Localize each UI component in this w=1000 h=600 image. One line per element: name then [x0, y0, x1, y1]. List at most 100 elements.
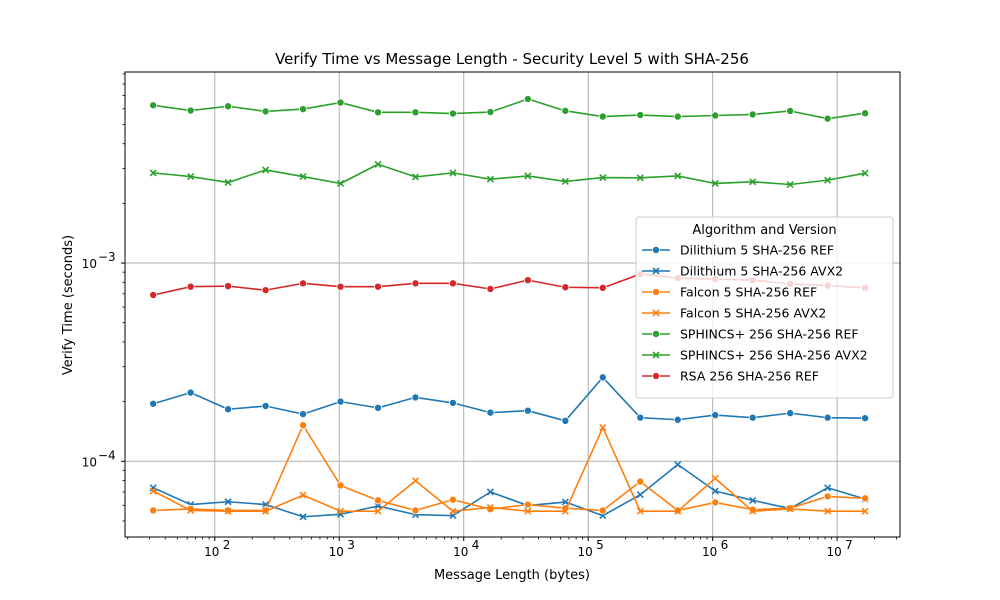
data-point [262, 166, 270, 174]
legend-box [635, 216, 894, 399]
data-point [486, 284, 495, 293]
legend-label: Dilithium 5 SHA-256 AVX2 [680, 264, 843, 279]
data-point [299, 105, 308, 114]
x-tick-label: 10 [453, 545, 468, 559]
data-point [149, 101, 158, 110]
x-tick-label-exponent: 6 [721, 538, 729, 552]
data-point [374, 160, 382, 168]
series-0 [149, 373, 870, 425]
data-point [299, 421, 308, 430]
data-point [524, 172, 532, 180]
y-tick-label-exponent: −4 [98, 448, 116, 462]
series-3 [149, 423, 869, 515]
data-point [486, 408, 495, 417]
data-point [673, 415, 682, 424]
data-point [823, 492, 832, 501]
data-point [598, 112, 607, 121]
data-point [748, 110, 757, 119]
data-point [523, 500, 532, 509]
x-tick-label: 10 [329, 545, 344, 559]
legend-entry: SPHINCS+ 256 SHA-256 AVX2 [642, 348, 868, 363]
data-point [561, 416, 570, 425]
data-point [749, 496, 757, 504]
data-point [561, 177, 569, 186]
legend-label: Falcon 5 SHA-256 REF [680, 285, 817, 300]
legend-label: SPHINCS+ 256 SHA-256 AVX2 [680, 348, 868, 363]
data-point [711, 498, 720, 507]
data-point [299, 279, 308, 288]
data-point [336, 179, 345, 188]
data-point [786, 505, 794, 513]
data-point [711, 111, 720, 120]
x-tick-label-exponent: 2 [223, 538, 231, 552]
data-point [373, 496, 382, 505]
data-point [336, 507, 345, 515]
data-point [187, 506, 195, 515]
data-point [374, 502, 382, 510]
x-axis-title: Message Length (bytes) [434, 568, 590, 583]
data-point [824, 484, 832, 492]
data-point [224, 102, 233, 111]
data-point [824, 176, 832, 184]
data-point [448, 279, 457, 288]
data-point [261, 402, 270, 411]
data-point [674, 507, 682, 515]
data-point [598, 373, 607, 382]
data-point [411, 108, 420, 117]
chart-title: Verify Time vs Message Length - Security… [275, 50, 749, 68]
legend-marker [652, 267, 660, 275]
data-point [861, 109, 870, 118]
data-point [636, 413, 645, 422]
data-point [486, 175, 494, 183]
data-point [674, 460, 682, 469]
series-line [153, 98, 866, 120]
series-line [152, 463, 866, 518]
data-point [523, 406, 532, 415]
x-tick-label: 10 [204, 545, 219, 559]
data-point [748, 413, 757, 422]
data-point [598, 283, 607, 292]
data-point [561, 106, 570, 115]
data-point [749, 507, 757, 515]
data-point [299, 491, 307, 499]
data-point [336, 98, 345, 107]
data-point [523, 276, 532, 285]
data-point [149, 290, 158, 299]
data-point [186, 388, 195, 397]
data-point [186, 282, 195, 291]
data-point [711, 179, 719, 188]
data-point [636, 477, 645, 486]
data-point [261, 286, 270, 295]
data-point [224, 282, 233, 291]
data-point [149, 506, 158, 515]
legend-marker [652, 329, 661, 338]
data-point [411, 506, 420, 515]
data-point [373, 108, 382, 117]
data-point [636, 491, 644, 499]
data-point [561, 507, 569, 515]
data-point [861, 507, 869, 515]
data-point [448, 398, 457, 407]
x-tick-label-exponent: 7 [845, 538, 853, 552]
data-point [411, 477, 420, 485]
data-point [486, 503, 494, 512]
data-point [523, 95, 532, 104]
data-point [224, 405, 233, 414]
legend-entry: Dilithium 5 SHA-256 REF [642, 243, 834, 258]
data-point [673, 112, 682, 121]
data-point [486, 488, 494, 496]
data-point [299, 173, 307, 181]
data-point [636, 174, 644, 182]
data-point [411, 393, 420, 402]
series-2 [149, 421, 870, 515]
x-tick-label: 10 [826, 545, 841, 559]
data-point [224, 178, 232, 187]
legend-entry: Falcon 5 SHA-256 REF [642, 285, 817, 300]
data-point [861, 494, 870, 503]
data-point [448, 495, 457, 504]
data-point [786, 409, 795, 418]
legend-marker [652, 287, 661, 296]
data-point [823, 413, 832, 422]
series-line [152, 426, 866, 513]
data-point [299, 410, 308, 419]
